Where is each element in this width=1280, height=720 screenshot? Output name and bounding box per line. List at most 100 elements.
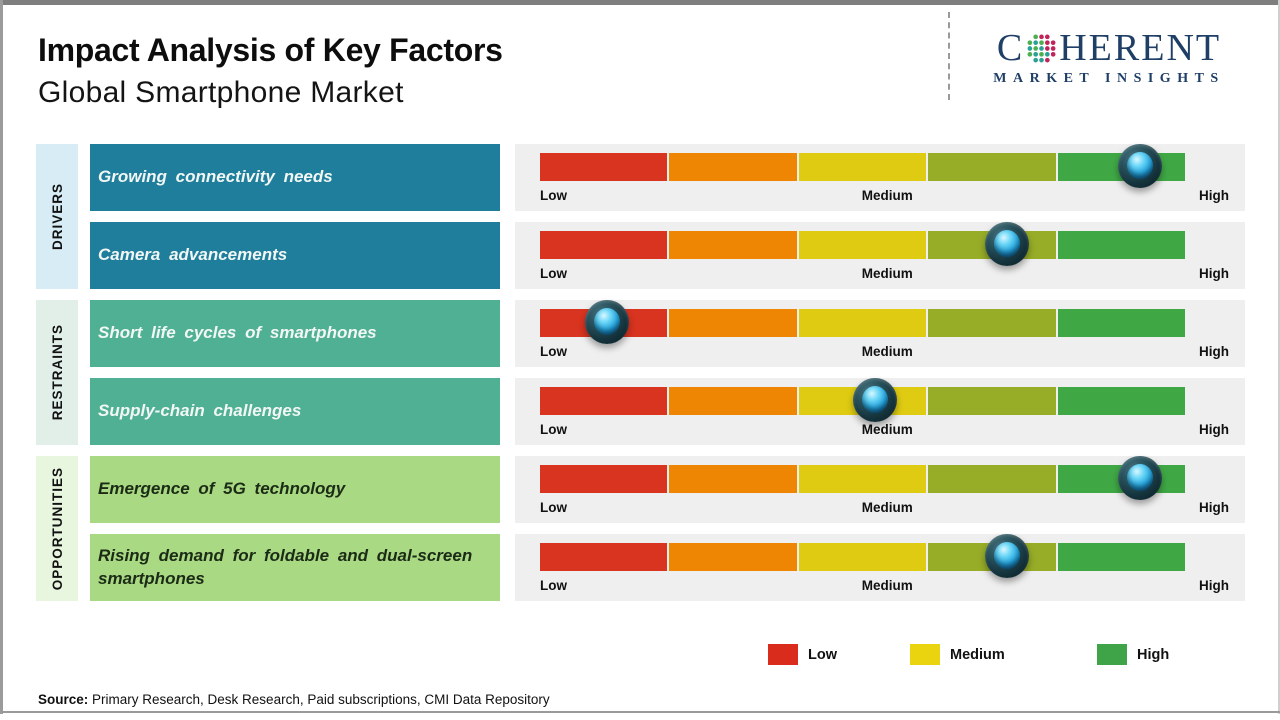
page-title: Impact Analysis of Key Factors	[38, 32, 503, 68]
impact-scale-bar	[540, 144, 1186, 188]
scale-segment-medium-high	[928, 387, 1056, 415]
impact-scale-bar	[540, 222, 1186, 266]
scale-segment-low-medium	[669, 153, 797, 181]
factor-label: Emergence of 5G technology	[98, 479, 346, 499]
impact-scale-panel: Low Medium High	[515, 378, 1245, 445]
scale-segment-medium	[798, 231, 927, 259]
right-border	[1278, 0, 1280, 714]
impact-scale-bar	[540, 456, 1186, 500]
scale-tick-low: Low	[540, 344, 567, 359]
factor-box: Growing connectivity needs	[90, 144, 500, 211]
dashed-divider	[948, 12, 950, 100]
impact-scale-bar	[540, 534, 1186, 578]
impact-marker-sphere	[984, 534, 1029, 578]
scale-segment-low-medium	[669, 465, 797, 493]
scale-segment-medium	[798, 153, 927, 181]
scale-tick-high: High	[1199, 578, 1229, 593]
header: Impact Analysis of Key Factors Global Sm…	[38, 32, 503, 110]
scale-segment-medium	[798, 465, 927, 493]
factor-box: Emergence of 5G technology	[90, 456, 500, 523]
scale-tick-high: High	[1199, 500, 1229, 515]
factor-box: Rising demand for foldable and dual-scre…	[90, 534, 500, 601]
scale-segment-low	[540, 387, 668, 415]
factor-label: Growing connectivity needs	[98, 167, 333, 187]
scale-segment-low	[540, 543, 668, 571]
legend-swatch-high	[1097, 644, 1127, 665]
impact-marker-sphere	[1117, 144, 1162, 188]
scale-tick-medium: Medium	[861, 578, 913, 593]
scale-tick-medium: Medium	[861, 422, 913, 437]
scale-tick-low: Low	[540, 422, 567, 437]
factor-label: Rising demand for foldable and dual-scre…	[98, 545, 473, 588]
category-strip-restraints: RESTRAINTS	[36, 300, 78, 445]
logo-tagline: MARKET INSIGHTS	[993, 71, 1225, 86]
legend-label-medium: Medium	[950, 646, 1005, 663]
legend: Low Medium High	[0, 644, 1280, 670]
factor-label: Supply-chain challenges	[98, 401, 302, 421]
logo-brand-suffix: HERENT	[1059, 27, 1222, 69]
scale-tick-low: Low	[540, 500, 567, 515]
factor-box: Short life cycles of smartphones	[90, 300, 500, 367]
scale-tick-medium: Medium	[861, 266, 913, 281]
impact-marker-sphere	[585, 300, 630, 344]
source-text: Primary Research, Desk Research, Paid su…	[88, 692, 550, 707]
scale-tick-medium: Medium	[861, 188, 913, 203]
impact-scale-panel: Low Medium High	[515, 456, 1245, 523]
factor-box: Camera advancements	[90, 222, 500, 289]
scale-tick-low: Low	[540, 578, 567, 593]
impact-matrix: DRIVERS RESTRAINTS OPPORTUNITIES Growing…	[36, 144, 1245, 601]
impact-scale-panel: Low Medium High	[515, 300, 1245, 367]
scale-segment-medium	[798, 309, 927, 337]
scale-segment-low	[540, 153, 668, 181]
scale-segment-medium	[798, 543, 927, 571]
scale-segment-high	[1057, 309, 1186, 337]
category-label-opportunities: OPPORTUNITIES	[49, 466, 65, 591]
scale-tick-high: High	[1199, 188, 1229, 203]
coherent-market-insights-logo: C HERENT MARKET INSIGHTS	[956, 28, 1262, 87]
category-strip-opportunities: OPPORTUNITIES	[36, 456, 78, 601]
legend-swatch-medium	[910, 644, 940, 665]
source-label: Source:	[38, 692, 89, 707]
scale-segment-high	[1057, 543, 1186, 571]
scale-tick-high: High	[1199, 422, 1229, 437]
source-line: Source: Primary Research, Desk Research,…	[38, 692, 550, 707]
logo-brand-prefix: C	[996, 27, 1025, 69]
scale-segment-medium-high	[928, 309, 1056, 337]
legend-label-high: High	[1137, 646, 1170, 663]
legend-label-low: Low	[808, 646, 837, 663]
bottom-border	[0, 711, 1280, 713]
scale-segment-low	[540, 231, 668, 259]
impact-marker-sphere	[852, 378, 897, 422]
scale-segment-low-medium	[669, 309, 797, 337]
scale-tick-medium: Medium	[861, 500, 913, 515]
impact-marker-sphere	[1117, 456, 1162, 500]
dotted-globe-icon	[1027, 34, 1056, 62]
category-label-restraints: RESTRAINTS	[49, 324, 65, 421]
legend-item-high: High	[1097, 644, 1169, 665]
impact-marker-sphere	[984, 222, 1029, 266]
impact-scale-panel: Low Medium High	[515, 144, 1245, 211]
impact-scale-bar	[540, 378, 1186, 422]
category-label-drivers: DRIVERS	[49, 182, 65, 250]
scale-tick-low: Low	[540, 188, 567, 203]
impact-scale-panel: Low Medium High	[515, 222, 1245, 289]
scale-segment-medium-high	[928, 153, 1056, 181]
scale-segment-low-medium	[669, 387, 797, 415]
category-strip-drivers: DRIVERS	[36, 144, 78, 289]
factor-box: Supply-chain challenges	[90, 378, 500, 445]
impact-scale-bar	[540, 300, 1186, 344]
scale-tick-high: High	[1199, 266, 1229, 281]
legend-swatch-low	[768, 644, 798, 665]
factor-label: Camera advancements	[98, 245, 288, 265]
page-subtitle: Global Smartphone Market	[38, 76, 404, 109]
factor-label: Short life cycles of smartphones	[98, 323, 377, 343]
scale-tick-high: High	[1199, 344, 1229, 359]
legend-item-medium: Medium	[910, 644, 1005, 665]
scale-tick-low: Low	[540, 266, 567, 281]
scale-tick-medium: Medium	[861, 344, 913, 359]
left-border	[0, 0, 3, 714]
scale-segment-high	[1057, 387, 1186, 415]
scale-segment-low-medium	[669, 231, 797, 259]
top-border	[0, 0, 1280, 5]
